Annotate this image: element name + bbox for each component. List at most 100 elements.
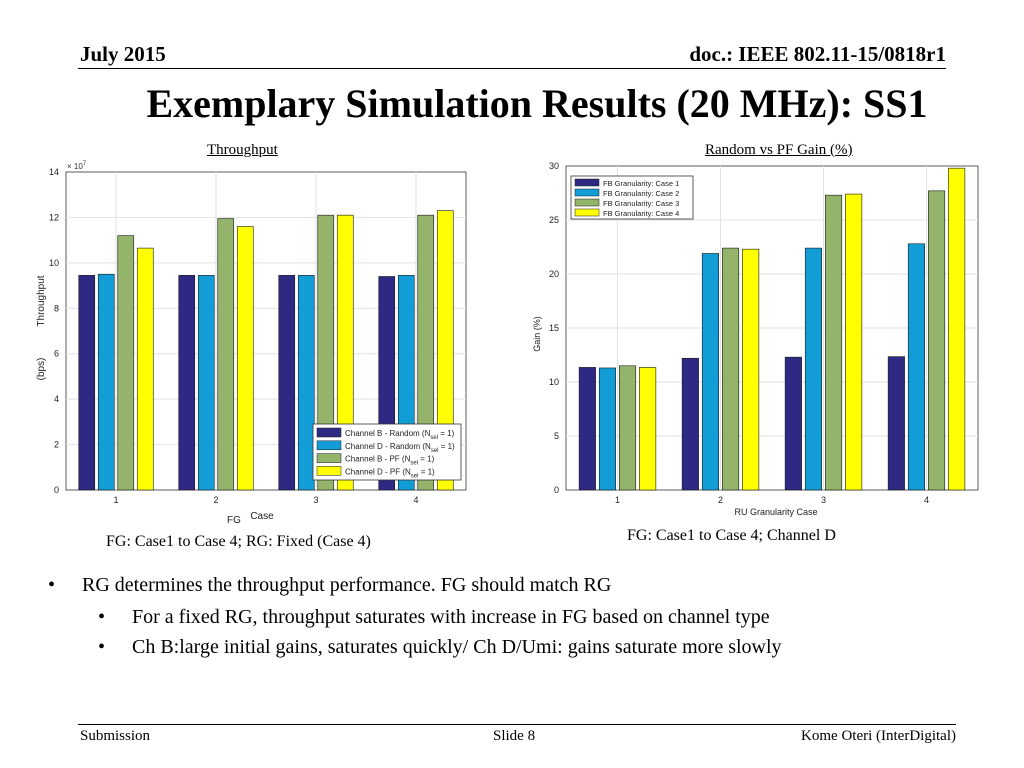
legend-entry: FB Granularity: Case 1 — [603, 179, 679, 188]
y-tick-label: 12 — [49, 212, 59, 222]
y-tick-label: 5 — [554, 431, 559, 441]
y-tick-label: 15 — [549, 323, 559, 333]
gain-chart-title: Random vs PF Gain (%) — [705, 142, 853, 158]
legend-swatch — [574, 198, 600, 207]
bar — [136, 247, 154, 491]
x-tick-label: 4 — [413, 495, 418, 505]
y-tick-label: 2 — [54, 440, 59, 450]
x-tick-label: 3 — [821, 495, 826, 505]
x-axis-prefix: FG — [227, 515, 241, 523]
bar — [804, 247, 822, 491]
slide-title: Exemplary Simulation Results (20 MHz): S… — [146, 81, 928, 126]
bar — [578, 367, 596, 491]
y-tick-label: 4 — [54, 394, 59, 404]
legend-entry: Channel D - Random (Nsel = 1) — [345, 442, 455, 454]
y-tick-label: 14 — [49, 167, 59, 177]
y-tick-label: 0 — [554, 485, 559, 495]
legend-entry: FB Granularity: Case 4 — [603, 209, 679, 218]
legend-entry: Channel D - PF (Nsel = 1) — [345, 467, 435, 479]
bar — [217, 218, 235, 491]
bar — [928, 190, 946, 491]
legend-swatch — [316, 440, 342, 451]
bar — [639, 367, 657, 491]
legend: FB Granularity: Case 1FB Granularity: Ca… — [570, 175, 694, 220]
bar — [78, 275, 96, 491]
header-doc-id: doc.: IEEE 802.11-15/0818r1 — [689, 42, 946, 66]
bullet-dot: • — [98, 636, 106, 658]
bullet-dot: • — [48, 574, 56, 596]
throughput-caption: FG: Case1 to Case 4; RG: Fixed (Case 4) — [106, 533, 371, 550]
throughput-chart-title: Throughput — [207, 142, 278, 158]
footer-slide-number: Slide 8 — [493, 728, 536, 744]
y-tick-label: 6 — [54, 349, 59, 359]
x-tick-label: 2 — [718, 495, 723, 505]
y-tick-label: 10 — [49, 258, 59, 268]
y-axis-unit: (bps) — [36, 358, 47, 381]
bar — [907, 243, 925, 491]
footer-author: Kome Oteri (InterDigital) — [801, 728, 956, 744]
bar — [742, 248, 760, 491]
bullet-text: Ch B:large initial gains, saturates quic… — [132, 636, 782, 658]
legend-entry: Channel B - Random (Nsel = 1) — [345, 429, 455, 441]
bar — [97, 273, 115, 491]
legend-swatch — [574, 178, 600, 187]
bar — [887, 356, 905, 491]
x-axis-label: Case — [250, 511, 274, 522]
bar — [619, 365, 637, 491]
legend-swatch — [316, 453, 342, 463]
x-tick-label: 2 — [213, 495, 218, 505]
x-tick-label: 4 — [924, 495, 929, 505]
x-tick-label: 3 — [313, 495, 318, 505]
bar — [948, 167, 966, 491]
bar — [845, 193, 863, 491]
legend-swatch — [316, 427, 342, 438]
bar — [297, 275, 315, 491]
legend-swatch — [574, 188, 600, 197]
bar — [784, 356, 802, 491]
gain-caption: FG: Case1 to Case 4; Channel D — [627, 527, 836, 544]
footer-rule — [78, 724, 956, 725]
x-tick-label: 1 — [615, 495, 620, 505]
bar — [178, 275, 196, 491]
bar — [701, 253, 719, 491]
y-tick-label: 20 — [549, 269, 559, 279]
bar — [197, 275, 215, 491]
bar — [317, 214, 335, 491]
header-rule — [78, 68, 946, 69]
y-axis-label: Gain (%) — [532, 316, 542, 352]
bar — [117, 235, 135, 491]
bar — [436, 210, 454, 491]
y-axis-label: Throughput — [36, 275, 47, 326]
bullet-text: For a fixed RG, throughput saturates wit… — [132, 606, 770, 628]
legend-swatch — [574, 208, 600, 217]
y-tick-label: 8 — [54, 303, 59, 313]
legend-swatch — [316, 466, 342, 476]
y-tick-label: 10 — [549, 377, 559, 387]
bar — [336, 214, 354, 491]
legend-entry: FB Granularity: Case 3 — [603, 199, 679, 208]
bar — [417, 214, 435, 491]
y-tick-label: 25 — [549, 215, 559, 225]
footer-submission: Submission — [80, 728, 151, 744]
bar — [722, 247, 740, 491]
x-axis-label: RU Granularity Case — [734, 507, 817, 517]
bar — [598, 367, 616, 491]
y-tick-label: 30 — [549, 161, 559, 171]
gain-chart: 0 5 10 15 20 25 30 1 2 3 4 Gain (%) RU Granularity C… — [528, 158, 998, 528]
legend: Channel B - Random (Nsel = 1)Channel D -… — [312, 423, 462, 481]
legend-entry: FB Granularity: Case 2 — [603, 189, 679, 198]
bullet-text: RG determines the throughput performance… — [82, 574, 612, 596]
throughput-chart: 0 2 4 6 8 10 12 14 1 2 3 4 × 107 Throughput (bps) Case F… — [28, 158, 478, 528]
bar — [278, 275, 296, 491]
y-tick-label: 0 — [54, 485, 59, 495]
y-scale-label: × 107 — [67, 161, 87, 171]
y-scale-exponent: 7 — [83, 161, 87, 167]
bar — [236, 226, 254, 491]
header-date: July 2015 — [80, 42, 166, 66]
legend-entry: Channel B - PF (Nsel = 1) — [345, 455, 435, 467]
bullet-dot: • — [98, 606, 106, 628]
x-tick-label: 1 — [113, 495, 118, 505]
bar — [825, 194, 843, 491]
gain-chart-svg: 0 5 10 15 20 25 30 1 2 3 4 Gain (%) RU Granularity C… — [532, 161, 979, 517]
